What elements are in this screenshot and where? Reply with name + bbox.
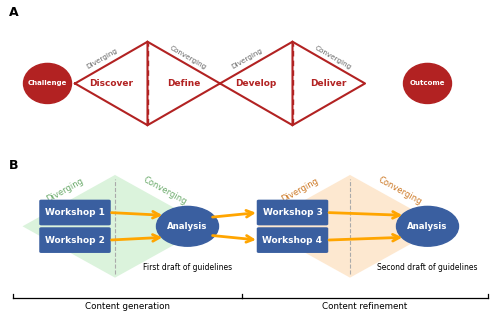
Text: Develop: Develop — [236, 79, 277, 88]
Polygon shape — [22, 175, 208, 278]
Text: Deliver: Deliver — [310, 79, 347, 88]
Text: Converging: Converging — [168, 45, 207, 71]
Text: Diverging: Diverging — [86, 48, 119, 71]
Text: Challenge: Challenge — [28, 81, 67, 86]
Text: Converging: Converging — [377, 175, 424, 206]
Text: Workshop 4: Workshop 4 — [262, 236, 322, 245]
Text: Discover: Discover — [89, 79, 133, 88]
FancyBboxPatch shape — [257, 227, 328, 253]
Text: Diverging: Diverging — [230, 48, 264, 71]
Text: Diverging: Diverging — [44, 177, 85, 204]
Text: Workshop 3: Workshop 3 — [262, 208, 322, 217]
Text: Converging: Converging — [314, 45, 352, 71]
Circle shape — [396, 206, 458, 246]
Text: Outcome: Outcome — [410, 81, 446, 86]
Circle shape — [24, 64, 72, 103]
Text: B: B — [9, 159, 18, 172]
Text: Diverging: Diverging — [280, 177, 320, 204]
Text: First draft of guidelines: First draft of guidelines — [143, 263, 232, 272]
Text: Define: Define — [167, 79, 200, 88]
Circle shape — [404, 64, 452, 103]
Text: Analysis: Analysis — [408, 222, 448, 231]
FancyBboxPatch shape — [257, 200, 328, 225]
Text: Workshop 1: Workshop 1 — [45, 208, 105, 217]
Text: Workshop 2: Workshop 2 — [45, 236, 105, 245]
Circle shape — [156, 206, 218, 246]
Polygon shape — [258, 175, 442, 278]
FancyBboxPatch shape — [39, 200, 111, 225]
Text: Content refinement: Content refinement — [322, 302, 408, 311]
Text: Content generation: Content generation — [85, 302, 170, 311]
Text: Second draft of guidelines: Second draft of guidelines — [378, 263, 478, 272]
Text: Converging: Converging — [142, 175, 188, 206]
FancyBboxPatch shape — [39, 227, 111, 253]
Text: Analysis: Analysis — [168, 222, 207, 231]
Text: A: A — [9, 6, 18, 19]
